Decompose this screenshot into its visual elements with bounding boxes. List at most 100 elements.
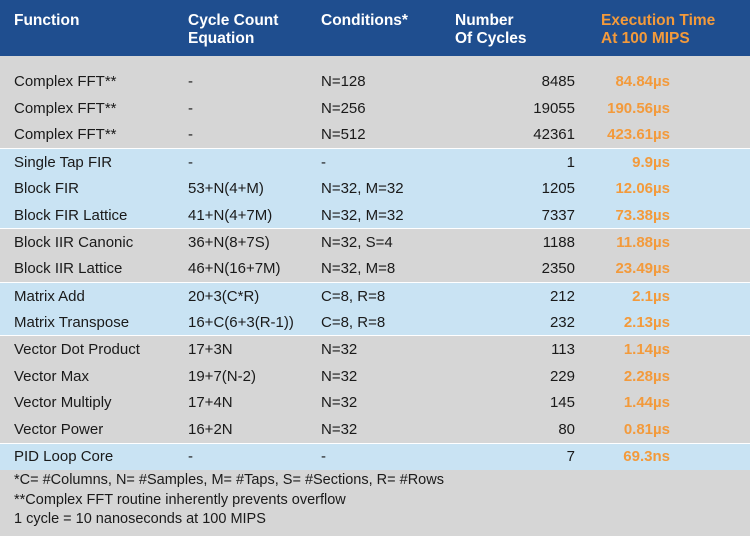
cell-cycles: 42361 bbox=[455, 121, 601, 149]
cell-function: Matrix Add bbox=[0, 281, 188, 310]
cell-conditions: N=32 bbox=[321, 362, 455, 390]
cell-function: Vector Max bbox=[0, 362, 188, 390]
cell-cycles: 1 bbox=[455, 147, 601, 176]
table-header-row: Function Cycle Count Equation Conditions… bbox=[0, 0, 750, 56]
cell-cycles: 229 bbox=[455, 362, 601, 390]
cell-function: Block IIR Canonic bbox=[0, 228, 188, 256]
cell-exec-time: 1.14µs bbox=[601, 335, 750, 363]
footnote-cycle: 1 cycle = 10 nanoseconds at 100 MIPS bbox=[14, 511, 266, 527]
cell-cycles: 113 bbox=[455, 335, 601, 363]
cell-equation: - bbox=[188, 94, 321, 122]
cell-exec-time: 73.38µs bbox=[601, 201, 750, 229]
cell-conditions: - bbox=[321, 147, 455, 176]
table-row: Complex FFT** - N=512 42361 423.61µs bbox=[0, 121, 750, 149]
cell-cycles: 2350 bbox=[455, 255, 601, 283]
cell-equation: 16+C(6+3(R-1)) bbox=[188, 309, 321, 336]
cell-exec-time: 2.1µs bbox=[601, 281, 750, 310]
cell-exec-time: 2.13µs bbox=[601, 309, 750, 336]
cell-equation: - bbox=[188, 68, 321, 95]
cell-function: Block IIR Lattice bbox=[0, 255, 188, 283]
header-equation-line2: Equation bbox=[188, 30, 255, 47]
cell-function: Block FIR bbox=[0, 175, 188, 202]
cell-conditions: N=32, M=32 bbox=[321, 201, 455, 229]
cell-equation: 53+N(4+M) bbox=[188, 175, 321, 202]
cell-cycles: 7 bbox=[455, 442, 601, 470]
cell-conditions: C=8, R=8 bbox=[321, 309, 455, 336]
cell-cycles: 145 bbox=[455, 389, 601, 417]
header-exec-line2: At 100 MIPS bbox=[601, 30, 690, 47]
header-cycles: Number Of Cycles bbox=[455, 0, 601, 56]
cell-conditions: - bbox=[321, 442, 455, 470]
cell-conditions: N=32, S=4 bbox=[321, 228, 455, 256]
cell-equation: 41+N(4+7M) bbox=[188, 201, 321, 229]
cell-function: Single Tap FIR bbox=[0, 147, 188, 176]
table-row: Vector Multiply 17+4N N=32 145 1.44µs bbox=[0, 389, 750, 417]
header-equation-line1: Cycle Count bbox=[188, 12, 279, 29]
cell-cycles: 7337 bbox=[455, 201, 601, 229]
cell-function: Vector Power bbox=[0, 416, 188, 444]
table-row: Block IIR Lattice 46+N(16+7M) N=32, M=8 235… bbox=[0, 255, 750, 283]
cell-conditions: N=512 bbox=[321, 121, 455, 149]
cell-equation: 36+N(8+7S) bbox=[188, 228, 321, 256]
cell-cycles: 19055 bbox=[455, 94, 601, 122]
table-row: PID Loop Core - -7 69.3ns bbox=[0, 442, 750, 470]
footnotes: *C= #Columns, N= #Samples, M= #Taps, S= … bbox=[14, 471, 444, 530]
table-row: Matrix Transpose 16+C(6+3(R-1)) C=8, R=8 23… bbox=[0, 309, 750, 336]
cell-conditions: N=32 bbox=[321, 389, 455, 417]
table-row: Single Tap FIR - -1 9.9µs bbox=[0, 147, 750, 176]
cell-conditions: C=8, R=8 bbox=[321, 281, 455, 310]
cell-equation: 17+4N bbox=[188, 389, 321, 417]
cell-equation: - bbox=[188, 121, 321, 149]
cell-function: PID Loop Core bbox=[0, 442, 188, 470]
table-spacer bbox=[0, 56, 750, 68]
header-function: Function bbox=[14, 12, 80, 29]
cell-cycles: 8485 bbox=[455, 68, 601, 95]
table-row: Complex FFT** - N=128 8485 84.84µs bbox=[0, 68, 750, 95]
cell-function: Complex FFT** bbox=[0, 94, 188, 122]
table-row: Vector Max 19+7(N-2) N=32 229 2.28µs bbox=[0, 362, 750, 390]
cell-conditions: N=32, M=32 bbox=[321, 175, 455, 202]
cell-equation: 19+7(N-2) bbox=[188, 362, 321, 390]
cell-equation: 17+3N bbox=[188, 335, 321, 363]
cell-function: Complex FFT** bbox=[0, 68, 188, 95]
cell-exec-time: 69.3ns bbox=[601, 442, 750, 470]
cell-conditions: N=128 bbox=[321, 68, 455, 95]
table-row: Complex FFT** - N=256 19055 190.56µs bbox=[0, 94, 750, 122]
cell-exec-time: 0.81µs bbox=[601, 416, 750, 444]
cell-exec-time: 84.84µs bbox=[601, 68, 750, 95]
cell-equation: - bbox=[188, 442, 321, 470]
cell-equation: - bbox=[188, 147, 321, 176]
header-conditions: Conditions* bbox=[321, 12, 408, 29]
cell-exec-time: 9.9µs bbox=[601, 147, 750, 176]
cell-function: Vector Multiply bbox=[0, 389, 188, 417]
cell-equation: 46+N(16+7M) bbox=[188, 255, 321, 283]
cell-cycles: 1205 bbox=[455, 175, 601, 202]
cell-conditions: N=32 bbox=[321, 335, 455, 363]
header-equation: Cycle Count Equation bbox=[188, 0, 321, 56]
benchmark-table: Function Cycle Count Equation Conditions… bbox=[0, 0, 750, 470]
table-body: Complex FFT** - N=128 8485 84.84µs Complex FF… bbox=[0, 56, 750, 470]
cell-cycles: 232 bbox=[455, 309, 601, 336]
cell-exec-time: 12.06µs bbox=[601, 175, 750, 202]
footnote-abbreviations: *C= #Columns, N= #Samples, M= #Taps, S= … bbox=[14, 472, 444, 488]
cell-conditions: N=256 bbox=[321, 94, 455, 122]
cell-cycles: 1188 bbox=[455, 228, 601, 256]
table-row: Block FIR Lattice 41+N(4+7M) N=32, M=32 733… bbox=[0, 201, 750, 229]
cell-exec-time: 11.88µs bbox=[601, 228, 750, 256]
cell-function: Complex FFT** bbox=[0, 121, 188, 149]
cell-cycles: 80 bbox=[455, 416, 601, 444]
cell-exec-time: 2.28µs bbox=[601, 362, 750, 390]
cell-conditions: N=32 bbox=[321, 416, 455, 444]
cell-exec-time: 1.44µs bbox=[601, 389, 750, 417]
table-row: Block FIR 53+N(4+M) N=32, M=32 1205 12.06µs bbox=[0, 175, 750, 202]
table-row: Block IIR Canonic 36+N(8+7S) N=32, S=4 1188… bbox=[0, 228, 750, 256]
cell-function: Vector Dot Product bbox=[0, 335, 188, 363]
cell-cycles: 212 bbox=[455, 281, 601, 310]
cell-exec-time: 423.61µs bbox=[601, 121, 750, 149]
cell-exec-time: 190.56µs bbox=[601, 94, 750, 122]
header-cycles-line2: Of Cycles bbox=[455, 30, 527, 47]
header-cycles-line1: Number bbox=[455, 12, 514, 29]
cell-equation: 20+3(C*R) bbox=[188, 281, 321, 310]
table-row: Matrix Add 20+3(C*R) C=8, R=8 212 2.1µs bbox=[0, 281, 750, 310]
header-exec-time: Execution Time At 100 MIPS bbox=[601, 0, 750, 56]
